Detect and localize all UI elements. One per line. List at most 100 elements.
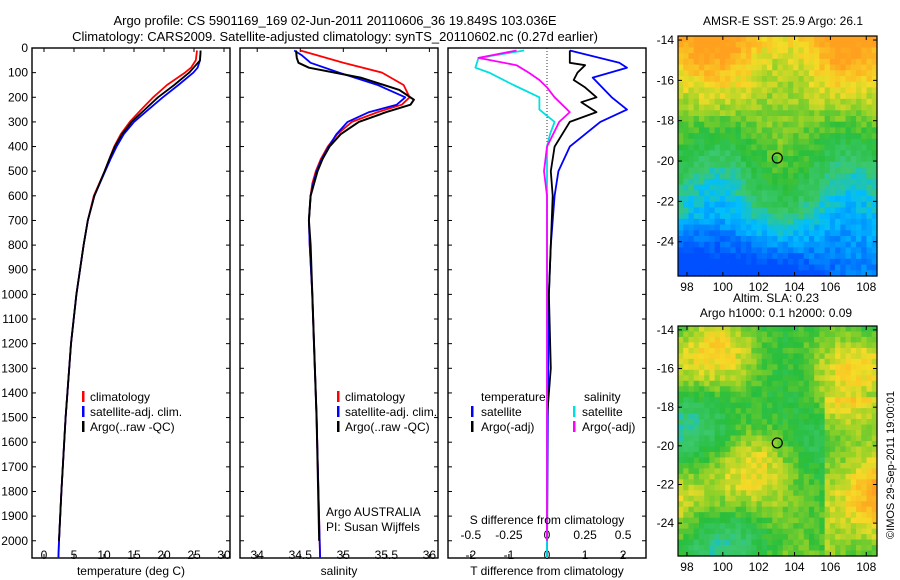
map-cell [714, 270, 721, 277]
map-cell [835, 501, 841, 508]
map-cell [751, 76, 758, 83]
map-cell [793, 47, 800, 54]
map-cell [824, 161, 831, 169]
map-cell [803, 218, 810, 226]
map-cell [709, 98, 716, 106]
map-cell [866, 353, 873, 360]
map-cell [725, 173, 731, 180]
map-cell [683, 369, 690, 376]
map-cell [693, 336, 700, 344]
map-cell [777, 98, 784, 106]
map-cell [693, 41, 700, 49]
map-cell [840, 336, 847, 344]
map-cell [814, 156, 820, 163]
map-cell [688, 375, 695, 382]
map-cell [840, 184, 847, 191]
map-cell [798, 451, 805, 459]
map-cell [767, 468, 773, 475]
map-cell [829, 178, 836, 186]
map-cell [871, 236, 878, 243]
map-cell [803, 408, 810, 415]
map-cell [698, 364, 705, 371]
map-cell [693, 413, 700, 420]
map-cell [693, 196, 700, 203]
map-cell [725, 87, 731, 94]
map-cell [772, 419, 779, 426]
map-cell [845, 462, 852, 469]
map-cell [719, 116, 726, 123]
map-cell [704, 264, 711, 271]
map-cell [761, 224, 768, 231]
map-cell [829, 161, 836, 169]
map-cell [856, 479, 862, 486]
map-cell [751, 47, 758, 54]
map-cell [746, 473, 752, 480]
map-cell [824, 517, 831, 524]
map-cell [850, 326, 857, 333]
map-cell [829, 247, 836, 254]
map-cell [782, 98, 789, 106]
map-cell [856, 342, 862, 349]
map-cell [751, 138, 758, 146]
map-cell [782, 397, 789, 404]
map-cell [845, 523, 852, 530]
map-cell [850, 236, 857, 243]
map-cell [808, 397, 815, 404]
map-cell [814, 47, 820, 54]
map-cell [767, 501, 773, 508]
map-cell [735, 326, 742, 333]
map-cell [793, 93, 800, 100]
map-cell [829, 457, 836, 464]
map-cell [782, 331, 789, 338]
map-cell [777, 121, 784, 129]
map-cell [746, 408, 752, 415]
map-cell [787, 98, 794, 106]
map-cell [829, 230, 836, 237]
map-cell [725, 201, 731, 209]
map-cell [767, 479, 773, 486]
map-cell [845, 58, 852, 66]
map-cell [808, 81, 815, 89]
map-cell [845, 173, 852, 180]
map-cell [735, 144, 742, 151]
map-cell [787, 167, 794, 174]
map-cell [829, 110, 836, 117]
map-cell [767, 253, 773, 260]
map-cell [735, 161, 742, 169]
map-cell [688, 110, 695, 117]
map-cell [803, 207, 810, 214]
map-cell [725, 495, 731, 502]
map-cell [714, 127, 721, 134]
map-cell [740, 87, 747, 94]
map-cell [866, 528, 873, 535]
map-cell [688, 506, 695, 513]
map-cell [735, 490, 742, 497]
map-cell [829, 545, 836, 552]
map-cell [798, 419, 805, 426]
map-cell [709, 369, 716, 376]
map-cell [787, 230, 794, 237]
map-cell [698, 386, 705, 393]
map-cell [866, 545, 873, 552]
map-cell [751, 479, 758, 486]
map-cell [751, 380, 758, 387]
map-cell [856, 326, 862, 333]
map-cell [751, 156, 758, 163]
map-cell [678, 138, 684, 146]
map-cell [761, 190, 768, 197]
map-cell [866, 144, 873, 151]
map-cell [714, 353, 721, 360]
map-cell [819, 506, 826, 513]
map-cell [725, 47, 731, 54]
map-cell [798, 386, 805, 393]
map-cell [793, 331, 800, 338]
map-cell [698, 451, 705, 459]
map-cell [756, 110, 763, 117]
map-cell [782, 247, 789, 254]
map-cell [840, 161, 847, 169]
map-cell [740, 342, 747, 349]
map-cell [725, 258, 731, 266]
map-cell [714, 70, 721, 77]
map-cell [735, 224, 742, 231]
map-cell [835, 121, 841, 129]
